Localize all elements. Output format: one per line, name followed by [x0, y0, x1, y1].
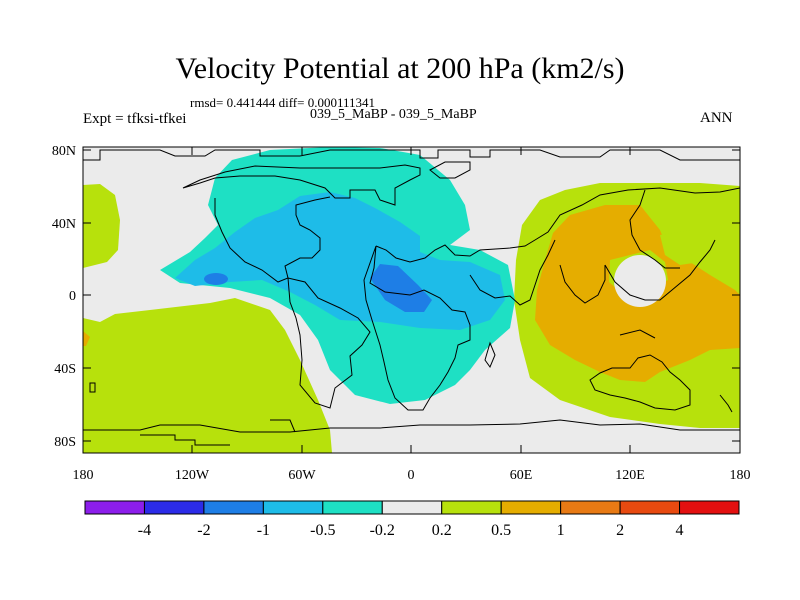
coast-greenland: [429, 161, 471, 179]
colorbar-swatch: [500, 500, 562, 515]
colorbar-label: 4: [676, 522, 684, 539]
positive-region-south-pacific: [83, 298, 332, 453]
y-tick-label: 40S: [54, 362, 76, 377]
colorbar-swatch: [381, 500, 443, 515]
stats-label: rmsd= 0.441444 diff= 0.000111341: [190, 95, 375, 110]
x-tick-label: 180: [73, 468, 94, 483]
coast-antarctica: [83, 419, 740, 433]
coast-madagascar: [484, 341, 496, 369]
chart-title: Velocity Potential at 200 hPa (km2/s): [175, 52, 625, 85]
colorbar-swatch: [441, 500, 502, 515]
coast-arabia: [469, 239, 556, 306]
colorbar-label: 1: [557, 522, 565, 539]
coast-india: [559, 264, 606, 304]
x-tick-label: 120W: [175, 468, 210, 483]
case-label: 039_5_MaBP - 039_5_MaBP: [310, 107, 477, 122]
x-tick-label: 0: [408, 468, 415, 483]
colorbar-swatch: [560, 500, 621, 515]
y-tick-label: 80S: [54, 435, 76, 450]
colorbar-swatch: [143, 500, 205, 515]
colorbar-swatch: [679, 500, 740, 515]
coast-sumatra: [619, 329, 656, 339]
positive-region-west-pacific: [83, 184, 120, 268]
colorbar: -4 -2 -1 -0.5 -0.2 0.2 0.5 1 2 4: [84, 500, 740, 539]
colorbar-swatch: [322, 500, 383, 515]
coast-north-america-west: [214, 196, 331, 283]
colorbar-label: 2: [616, 522, 624, 539]
colorbar-label: -2: [197, 522, 210, 539]
coast-island-south: [270, 419, 296, 433]
coastlines: [83, 149, 740, 446]
x-tick-label: 60E: [510, 468, 533, 483]
coast-arctic-top: [83, 149, 740, 161]
coast-east-asia: [629, 189, 680, 269]
negative-region-core-west: [204, 273, 228, 285]
colorbar-label: -0.5: [310, 522, 335, 539]
axis-ticks: [82, 147, 741, 453]
x-tick-label: 180: [730, 468, 751, 483]
map-plot-area: [83, 147, 740, 453]
coast-antarctica-peninsula: [140, 434, 230, 446]
positive-region-west-pacific-inner: [660, 230, 705, 265]
coast-north-america: [182, 164, 421, 206]
y-tick-label: 0: [69, 289, 76, 304]
positive-region-tropical-pacific-west: [83, 331, 90, 346]
experiment-label: Expt = tfksi-tfkei: [83, 111, 187, 127]
colorbar-label: 0.5: [491, 522, 511, 539]
negative-region-core-central: [370, 264, 432, 312]
x-tick-label: 60W: [288, 468, 316, 483]
coast-southeast-asia: [604, 239, 716, 301]
colorbar-label: -0.2: [370, 522, 395, 539]
colorbar-label: 0.2: [432, 522, 452, 539]
colorbar-swatch: [84, 500, 145, 515]
y-tick-label: 40N: [52, 217, 76, 232]
coast-australia: [589, 354, 691, 411]
colorbar-swatch: [262, 500, 324, 515]
coast-island-west-pacific: [89, 382, 96, 393]
colorbar-swatch: [203, 500, 264, 515]
coast-africa: [363, 245, 471, 411]
neutral-hole-east-asia: [614, 255, 666, 307]
coast-new-zealand: [719, 394, 733, 413]
coast-europe: [375, 187, 740, 263]
coast-south-america: [287, 277, 371, 409]
colorbar-swatch: [619, 500, 681, 515]
x-tick-label: 120E: [615, 468, 645, 483]
y-tick-label: 80N: [52, 144, 76, 159]
season-label: ANN: [700, 110, 733, 126]
colorbar-label: -1: [257, 522, 270, 539]
colorbar-label: -4: [138, 522, 151, 539]
